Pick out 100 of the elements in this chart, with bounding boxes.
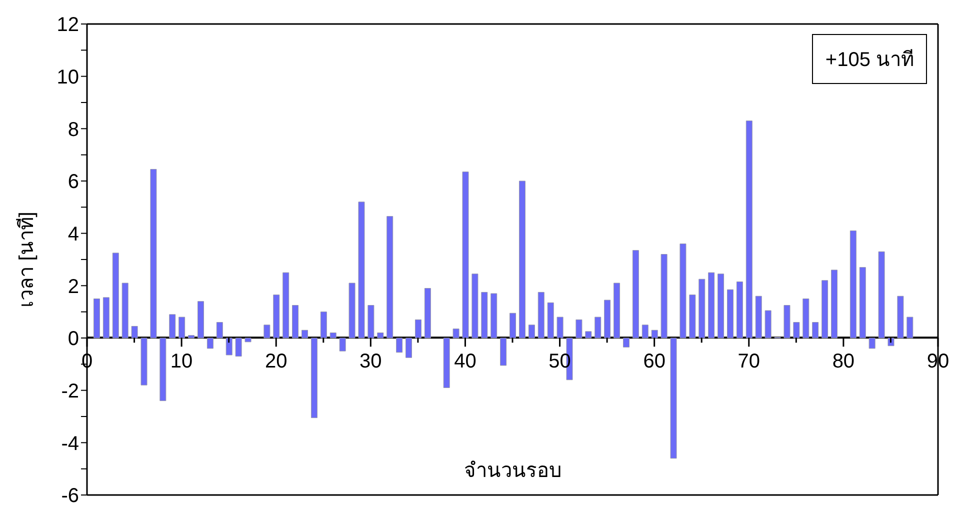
bar: [150, 168, 157, 338]
bar: [784, 305, 790, 338]
bar: [500, 338, 507, 366]
bar: [112, 252, 119, 338]
bar: [764, 310, 772, 338]
bar: [386, 216, 394, 338]
bar: [906, 316, 914, 338]
bar: [802, 298, 810, 338]
x-tick-label: 40: [454, 350, 476, 373]
bar: [680, 244, 686, 338]
bar: [282, 272, 290, 338]
y-tick-label: 0: [68, 328, 79, 350]
bar: [452, 328, 460, 338]
bar: [793, 322, 800, 338]
bar: [339, 338, 346, 352]
x-axis-title: จำนวนรอบ: [463, 459, 563, 484]
bar: [122, 282, 128, 338]
bar: [368, 305, 374, 338]
bar: [348, 282, 356, 338]
bar: [755, 296, 762, 338]
bar: [859, 267, 866, 338]
bar: [736, 281, 743, 338]
bar: [556, 316, 564, 338]
bar: [698, 278, 706, 338]
annotation: +105 นาที: [812, 34, 927, 84]
bar: [226, 338, 232, 356]
bar: [746, 120, 752, 338]
x-tick-label: 20: [264, 350, 288, 373]
bar: [424, 288, 431, 338]
bar: [330, 332, 336, 338]
bar: [178, 316, 186, 338]
bar: [510, 312, 516, 338]
bar: [831, 270, 838, 338]
bar: [481, 292, 488, 338]
bar: [897, 296, 904, 338]
bar: [718, 274, 724, 338]
bar: [216, 322, 223, 338]
bar: [518, 180, 526, 338]
bar: [576, 319, 582, 338]
bar: [689, 294, 696, 338]
bar: [868, 338, 876, 349]
bar: [490, 293, 498, 338]
bar: [197, 301, 204, 338]
bar: [888, 338, 894, 346]
y-tick-label: 8: [68, 118, 79, 141]
bar: [264, 324, 270, 338]
bar: [547, 302, 554, 338]
y-tick-label: 10: [56, 66, 79, 88]
x-tick-label: 80: [832, 350, 855, 373]
bar: [642, 324, 648, 338]
bar: [727, 289, 734, 338]
y-tick-label: -2: [61, 380, 79, 402]
bar: [310, 338, 318, 418]
bar: [622, 338, 630, 348]
bar: [822, 280, 828, 338]
bar: [396, 338, 403, 353]
bar: [414, 319, 422, 338]
x-tick-label: 60: [643, 350, 666, 373]
bar: [462, 172, 469, 338]
bar: [206, 338, 214, 349]
y-tick-label: 2: [68, 276, 79, 298]
y-tick-label: 12: [56, 14, 79, 36]
bar: [614, 282, 620, 338]
bar: [292, 305, 299, 338]
bar: [443, 338, 450, 388]
bar: [472, 274, 478, 338]
bar: [93, 298, 100, 338]
bar: [604, 300, 611, 338]
bar: [102, 297, 110, 338]
y-tick-label: 6: [68, 171, 79, 194]
bar: [160, 338, 166, 402]
bar: [273, 294, 280, 338]
bar: [660, 254, 668, 338]
bar: [358, 202, 365, 338]
bar: [302, 330, 308, 338]
bar: [235, 338, 242, 357]
x-tick-label: 10: [170, 350, 193, 373]
y-tick-label: -6: [61, 485, 79, 508]
bar: [651, 330, 658, 338]
bar: [594, 316, 602, 338]
bar: [406, 338, 412, 358]
bar: [169, 314, 176, 338]
bar: [850, 230, 856, 338]
y-tick-label: 4: [68, 223, 79, 246]
bar: [377, 332, 384, 338]
bar: [528, 324, 535, 338]
bar: [632, 250, 639, 338]
x-tick-label: 70: [738, 350, 760, 373]
bar: [708, 272, 715, 338]
bar: [188, 335, 195, 338]
bar: [320, 312, 327, 338]
bar: [538, 292, 544, 338]
bar: [140, 338, 148, 386]
y-tick-label: -4: [61, 432, 79, 455]
bar: [878, 251, 885, 338]
bar: [585, 331, 592, 338]
bar: [670, 338, 677, 459]
y-axis-title: เวลา [นาที]: [16, 212, 38, 308]
x-tick-label: 30: [360, 350, 382, 373]
bar: [131, 326, 138, 338]
